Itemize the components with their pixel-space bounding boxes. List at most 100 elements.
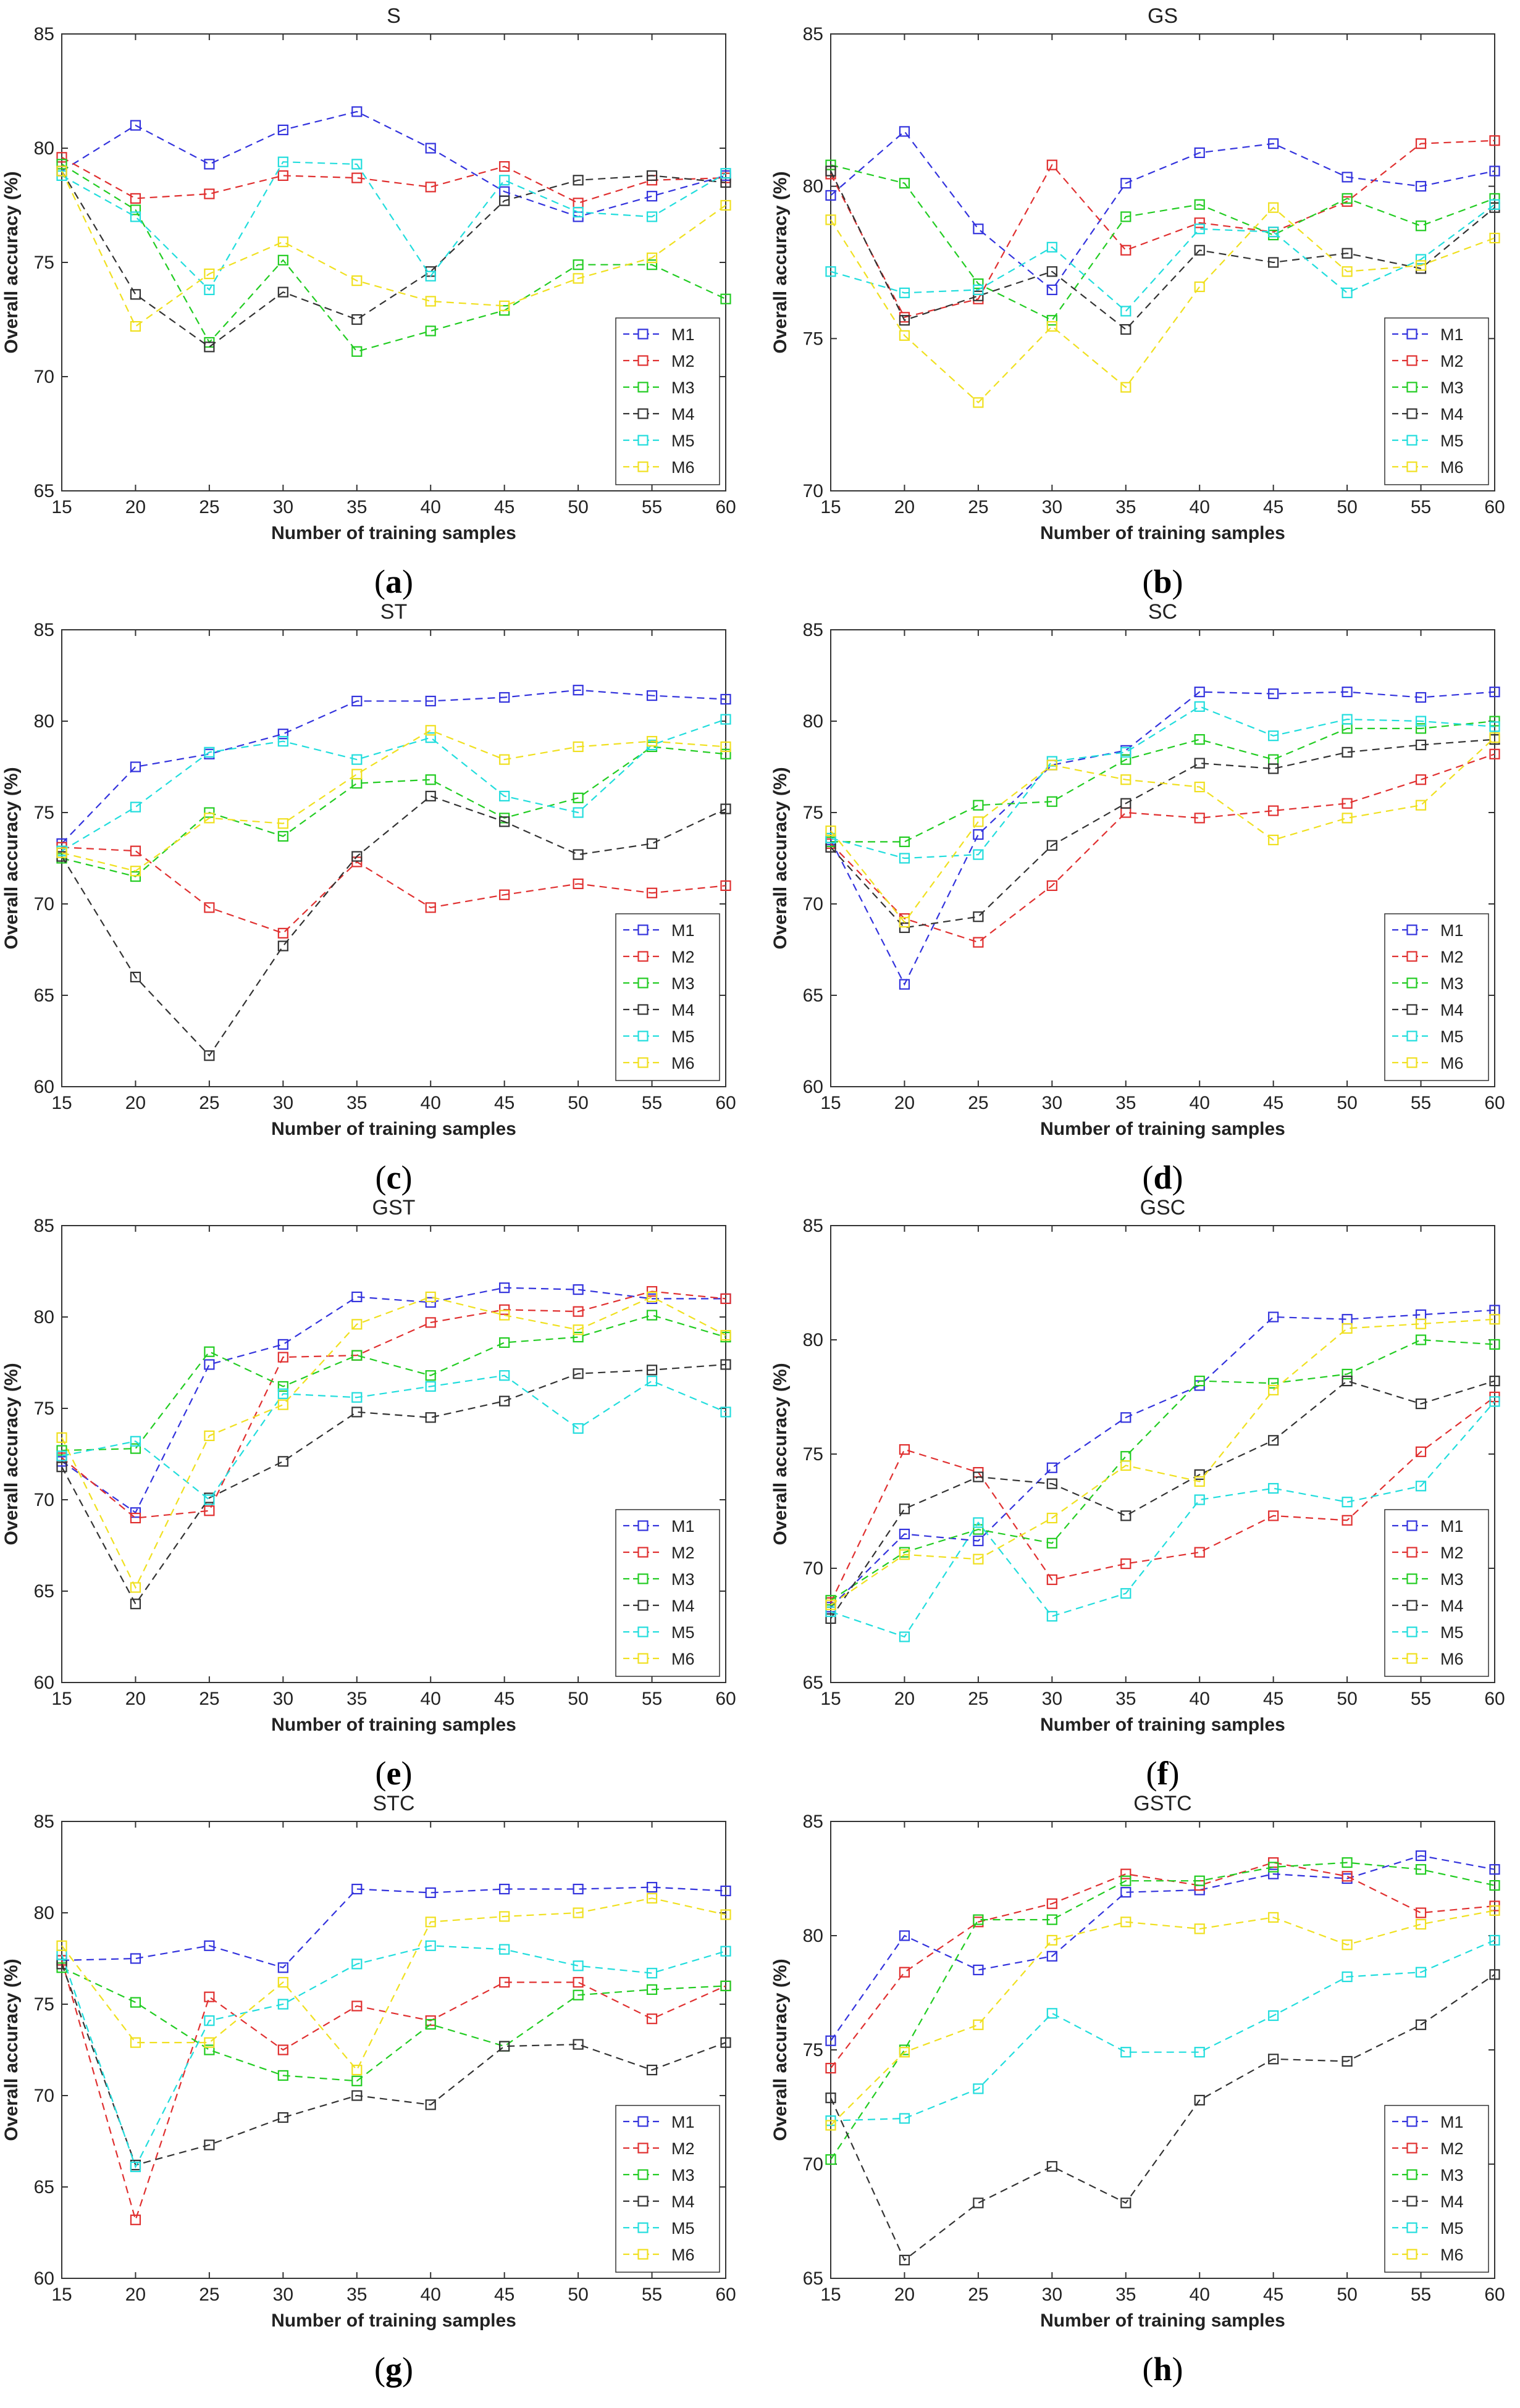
data-point — [1120, 306, 1132, 317]
data-point — [1268, 2054, 1279, 2065]
data-point — [277, 124, 288, 135]
data-point — [1268, 688, 1279, 700]
y-axis-label: Overall accuracy (%) — [1, 1363, 22, 1545]
x-tick-label: 35 — [1115, 2285, 1136, 2305]
x-tick-label: 50 — [1337, 1093, 1357, 1113]
y-tick-label: 80 — [803, 177, 823, 197]
legend-marker — [1406, 2196, 1417, 2207]
data-point — [277, 940, 288, 951]
data-point — [1120, 798, 1132, 809]
legend-entry-m5: M5 — [1392, 1027, 1464, 1046]
panel-label-close: ) — [1172, 2351, 1183, 2388]
series-m4 — [825, 1376, 1500, 1624]
legend-marker — [637, 382, 649, 393]
data-point — [130, 1443, 141, 1454]
data-point — [825, 1599, 836, 1610]
x-tick-label: 60 — [1484, 497, 1505, 517]
data-point — [1415, 1446, 1427, 1457]
series-m1 — [56, 1881, 731, 1973]
legend: M1 M2 M3 M4 M5 M6 — [1384, 317, 1489, 485]
data-point — [499, 161, 510, 172]
data-point — [130, 289, 141, 300]
x-axis-label: Number of training samples — [271, 1715, 516, 1735]
data-point — [499, 300, 510, 311]
data-point — [1268, 763, 1279, 774]
data-point — [646, 1968, 658, 1979]
x-tick-label: 60 — [715, 1689, 736, 1709]
data-point — [573, 1423, 584, 1434]
data-point — [130, 320, 141, 332]
data-point — [573, 2039, 584, 2050]
data-point — [573, 1368, 584, 1379]
data-point — [277, 1999, 288, 2010]
data-point — [899, 1930, 910, 1941]
legend-label: M6 — [1440, 458, 1464, 477]
data-point — [277, 1976, 288, 1988]
data-point — [425, 695, 436, 707]
y-tick-label: 70 — [803, 1558, 823, 1579]
legend-entry-m3: M3 — [623, 1570, 695, 1589]
panel-label-letter: h — [1153, 2351, 1172, 2388]
data-point — [1120, 382, 1132, 393]
data-point — [277, 1352, 288, 1363]
data-point — [973, 278, 984, 290]
data-point — [1489, 232, 1500, 244]
series-line-m1 — [61, 111, 726, 218]
panel-title: ST — [380, 600, 407, 624]
data-point — [1194, 701, 1205, 712]
legend-label: M4 — [671, 405, 695, 424]
series-line-m6 — [830, 1910, 1495, 2126]
data-point — [1120, 746, 1132, 758]
y-tick-label: 75 — [34, 253, 54, 273]
data-point — [277, 1339, 288, 1350]
legend: M1 M2 M3 M4 M5 M6 — [1384, 913, 1489, 1081]
legend-entry-m2: M2 — [623, 352, 695, 370]
data-point — [973, 2197, 984, 2209]
x-tick-label: 45 — [494, 1689, 514, 1709]
series-m6 — [825, 732, 1500, 928]
data-point — [351, 1319, 363, 1330]
data-point — [1046, 1914, 1057, 1925]
legend-label: M6 — [1440, 2246, 1464, 2264]
data-point — [1489, 716, 1500, 727]
data-point — [899, 1631, 910, 1642]
x-tick-label: 15 — [820, 1689, 841, 1709]
data-point — [973, 2019, 984, 2030]
x-tick-label: 45 — [494, 497, 514, 517]
legend-marker — [1406, 2143, 1417, 2154]
data-point — [1489, 1339, 1500, 1350]
data-point — [1342, 2055, 1353, 2067]
panel-label-letter: f — [1157, 1755, 1169, 1792]
panel-title: S — [387, 4, 401, 28]
data-point — [1268, 202, 1279, 213]
series-line-m3 — [61, 1967, 726, 2082]
data-point — [973, 911, 984, 922]
data-point — [351, 695, 363, 707]
legend-label: M1 — [1440, 921, 1464, 940]
series-m3 — [56, 1310, 731, 1456]
y-tick-label: 65 — [34, 985, 54, 1006]
x-tick-label: 15 — [51, 2285, 72, 2305]
legend-entry-m4: M4 — [1392, 1597, 1464, 1615]
data-point — [825, 214, 836, 225]
legend-label: M5 — [671, 2219, 695, 2238]
data-point — [573, 878, 584, 890]
series-m6 — [56, 1291, 731, 1593]
data-point — [1046, 1934, 1057, 1946]
data-point — [1342, 1871, 1353, 1882]
data-point — [646, 2013, 658, 2025]
x-tick-label: 60 — [715, 2285, 736, 2305]
data-point — [1415, 1481, 1427, 1492]
data-point — [1194, 1376, 1205, 1387]
data-point — [1194, 217, 1205, 228]
data-point — [1489, 1376, 1500, 1387]
data-point — [351, 2000, 363, 2012]
legend-label: M2 — [1440, 2139, 1464, 2158]
x-tick-label: 45 — [1263, 1093, 1283, 1113]
data-point — [1046, 1537, 1057, 1549]
plot-area — [830, 629, 1495, 1087]
data-point — [56, 1432, 67, 1443]
data-point — [130, 761, 141, 772]
series-line-m5 — [61, 1945, 726, 2169]
series-m5 — [825, 701, 1500, 864]
